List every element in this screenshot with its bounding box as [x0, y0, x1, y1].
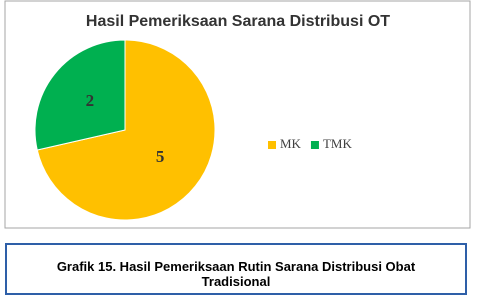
pie-slice	[34, 39, 126, 151]
chart: Hasil Pemeriksaan Sarana Distribusi OT 5…	[4, 0, 471, 229]
pie-slice	[36, 39, 216, 221]
legend-label: MK	[280, 136, 302, 151]
data-label: 5	[156, 147, 165, 166]
legend-label: TMK	[323, 136, 353, 151]
figure-caption: Grafik 15. Hasil Pemeriksaan Rutin Saran…	[5, 243, 467, 295]
legend-swatch	[310, 141, 319, 149]
chart-title: Hasil Pemeriksaan Sarana Distribusi OT	[86, 13, 390, 30]
data-label: 2	[86, 91, 95, 110]
legend-swatch	[268, 141, 276, 149]
